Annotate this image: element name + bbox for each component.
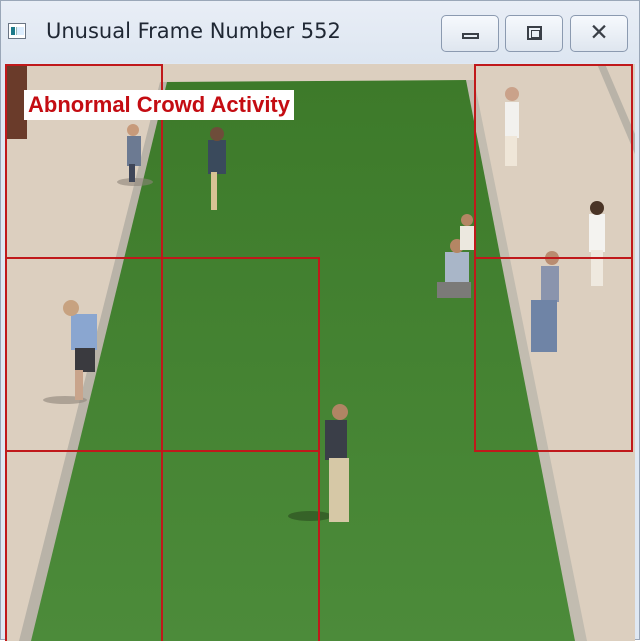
pedestrian <box>589 201 605 286</box>
grid-line <box>474 257 633 259</box>
video-app-icon[interactable] <box>8 23 26 39</box>
video-frame: Abnormal Crowd Activity <box>5 64 635 641</box>
close-icon: ✕ <box>589 20 609 46</box>
curb-far-right <box>597 64 635 154</box>
grid-line <box>318 257 320 641</box>
pedestrian <box>43 300 97 404</box>
pedestrian <box>117 124 153 186</box>
planter <box>5 64 27 139</box>
pedestrian <box>288 404 349 522</box>
grid-line <box>5 64 163 66</box>
pedestrian <box>460 214 476 250</box>
window-title: Unusual Frame Number 552 <box>46 19 341 43</box>
grid-line <box>474 64 633 66</box>
grid-line <box>5 64 7 641</box>
maximize-icon <box>527 26 542 40</box>
minimize-button[interactable] <box>441 15 499 52</box>
title-bar[interactable]: Unusual Frame Number 552 ✕ <box>1 1 639 63</box>
curb-right <box>466 80 587 641</box>
grass-lawn <box>27 80 580 641</box>
pedestrian <box>505 87 519 166</box>
surveillance-scene <box>5 64 635 641</box>
pedestrian <box>208 127 226 210</box>
minimize-icon <box>462 33 479 39</box>
grid-line <box>474 450 633 452</box>
close-button[interactable]: ✕ <box>570 15 628 52</box>
maximize-button[interactable] <box>505 15 563 52</box>
grid-line <box>5 450 320 452</box>
grid-line <box>161 64 163 641</box>
abnormal-activity-label: Abnormal Crowd Activity <box>24 90 294 120</box>
grid-line <box>5 257 320 259</box>
